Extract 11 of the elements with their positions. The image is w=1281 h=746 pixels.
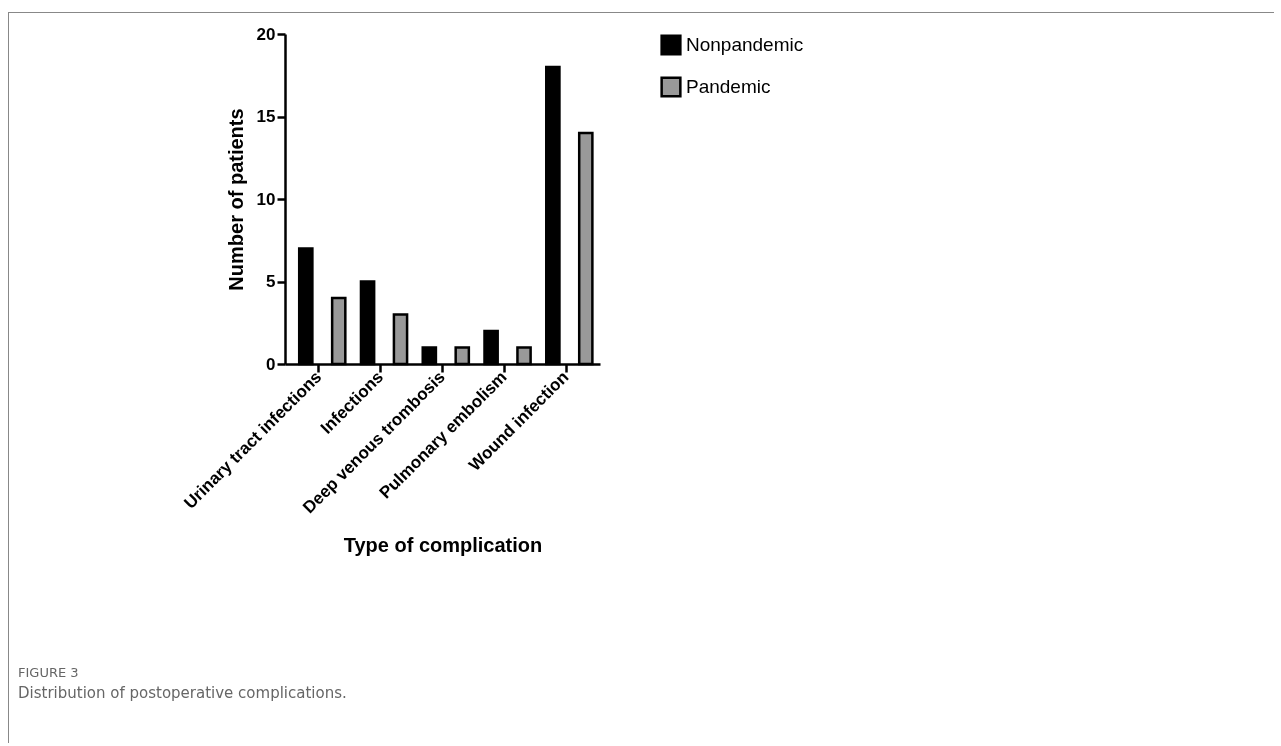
legend-label: Pandemic [686,76,771,97]
y-axis-title: Number of patients [224,108,247,291]
y-tick-label: 0 [266,354,276,374]
x-axis-title: Type of complication [343,534,543,557]
y-tick-label: 5 [266,272,276,291]
y-tick-label: 15 [256,107,276,126]
legend-label: Nonpandemic [686,34,804,55]
y-tick-label: 20 [256,24,276,44]
text: Distribution of postoperative complications. [18,684,347,702]
y-tick-label: 10 [256,189,276,209]
caption: FIGURE 3 [18,665,80,680]
